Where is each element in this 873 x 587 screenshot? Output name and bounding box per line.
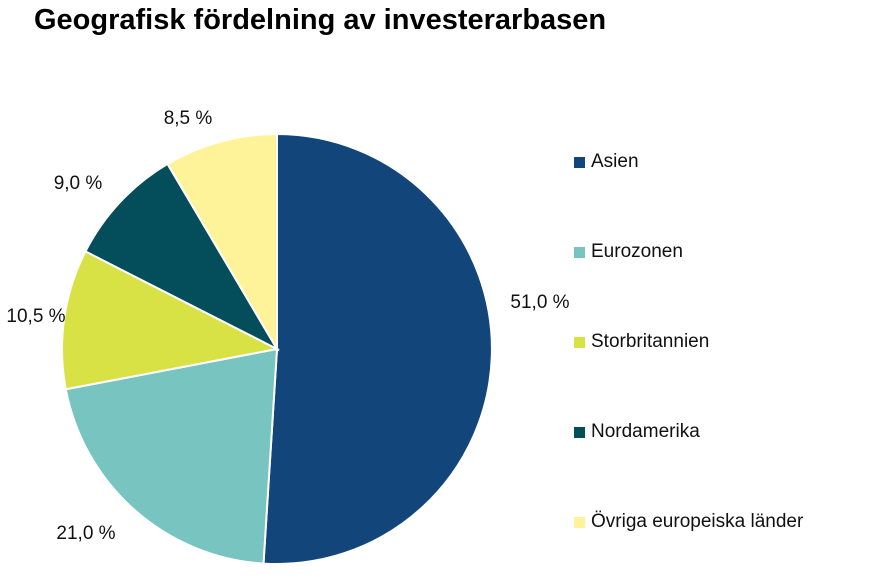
legend-swatch-2 — [574, 336, 585, 348]
legend-label-2: Storbritannien — [591, 331, 710, 352]
pie-slice-0 — [262, 132, 493, 565]
legend-item-1: Eurozonen — [574, 240, 683, 264]
data-label-2: 10,5 % — [6, 306, 65, 327]
pie-slice-4 — [166, 132, 278, 353]
legend-item-3: Nordamerika — [574, 420, 700, 444]
legend-label-3: Nordamerika — [591, 421, 700, 442]
pie-slice-3 — [84, 162, 280, 352]
legend-swatch-4 — [574, 516, 585, 528]
chart-title: Geografisk fördelning av investerarbasen — [34, 4, 607, 36]
data-label-0: 51,0 % — [510, 292, 569, 313]
pie-slice-1 — [64, 347, 279, 565]
data-label-1: 21,0 % — [56, 523, 115, 544]
legend-label-0: Asien — [591, 151, 639, 172]
legend-swatch-3 — [574, 426, 585, 438]
legend-swatch-1 — [574, 246, 585, 258]
data-label-4: 8,5 % — [164, 108, 213, 129]
data-label-3: 9,0 % — [54, 173, 103, 194]
legend-item-4: Övriga europeiska länder — [574, 510, 803, 534]
legend-label-1: Eurozonen — [591, 241, 683, 262]
legend-swatch-0 — [574, 156, 585, 168]
pie-slice-2 — [61, 250, 281, 391]
legend-item-0: Asien — [574, 150, 639, 174]
legend-item-2: Storbritannien — [574, 330, 709, 354]
legend-label-4: Övriga europeiska länder — [591, 511, 804, 532]
